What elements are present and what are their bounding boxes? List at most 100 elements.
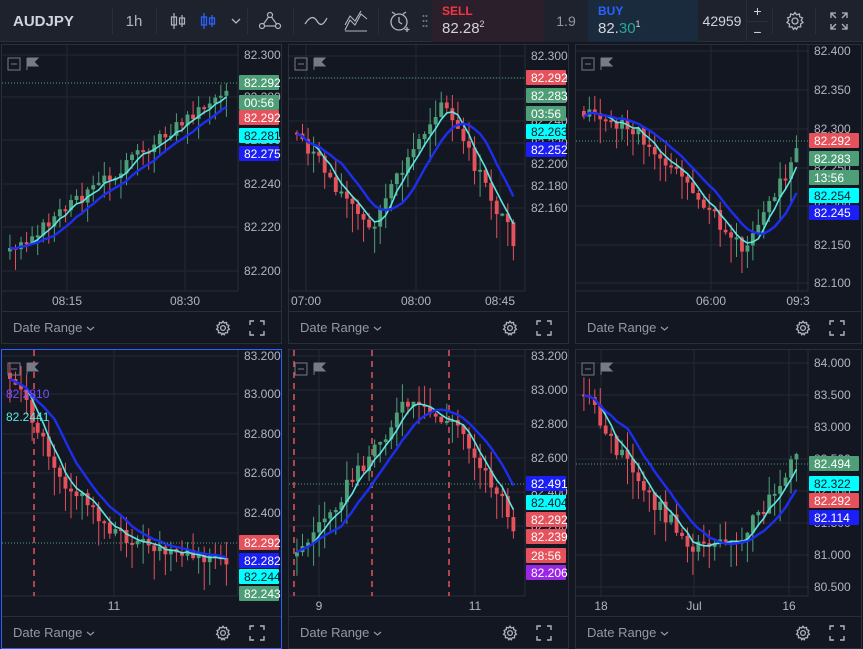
fast-moving-average-line [9, 378, 227, 560]
candle [141, 524, 146, 564]
grip-icon[interactable] [418, 0, 432, 42]
price-badge-background [239, 128, 279, 143]
candle-body [778, 178, 783, 198]
candle-body [30, 399, 35, 423]
date-range-dropdown[interactable]: Date Range [587, 320, 669, 335]
buy-button[interactable]: BUY 82.301 [588, 0, 698, 42]
date-range-dropdown[interactable]: Date Range [13, 320, 95, 335]
candle-body [63, 476, 68, 489]
indicators-icon[interactable] [252, 0, 288, 42]
fullscreen-icon[interactable] [249, 625, 267, 641]
collapse-legend-icon[interactable] [294, 362, 308, 376]
quantity-increase-button[interactable]: + [753, 2, 762, 19]
chart-pane-4[interactable]: 83.200 83.000 82.800 82.600 82.400 11 82.2810 8… [1, 349, 282, 649]
price-badge-label: 82.494 [814, 457, 851, 471]
candle [102, 161, 107, 198]
flag-icon[interactable] [313, 57, 327, 70]
date-range-dropdown[interactable]: Date Range [13, 625, 95, 640]
candle-body [74, 195, 79, 201]
settings-icon[interactable] [795, 625, 813, 641]
line-tool-icon[interactable] [298, 0, 334, 42]
chart-pane-6[interactable]: 84.00083.50083.00082.50082.00081.50081.0… [575, 349, 862, 649]
candle-body [500, 493, 505, 497]
price-badge-background [809, 456, 859, 471]
candle [157, 130, 162, 155]
flag-icon[interactable] [600, 57, 614, 70]
time-axis-tick: 9 [316, 599, 323, 613]
quantity-input[interactable]: 42959 [702, 13, 742, 29]
indicator-value-label: 82.2441 [6, 410, 50, 424]
price-badge: 82.292 [239, 75, 281, 90]
chart-pane-1[interactable]: 82.30082.28082.26082.24082.22082.20008:1… [1, 44, 282, 344]
fullscreen-icon[interactable] [829, 625, 847, 641]
chart-canvas[interactable]: 83.200 83.000 82.800 82.600 82.400 11 82.2810 8… [2, 350, 281, 616]
candle-body [344, 479, 349, 503]
settings-icon[interactable] [795, 320, 813, 336]
fib-tool-icon[interactable] [338, 0, 374, 42]
candle [378, 441, 383, 463]
flag-icon[interactable] [26, 362, 40, 375]
chart-pane-3[interactable]: 82.40082.35082.30082.25082.20082.15082.1… [575, 44, 862, 344]
fullscreen-icon[interactable] [536, 320, 554, 336]
candle-body [213, 97, 218, 104]
fullscreen-icon[interactable] [249, 320, 267, 336]
settings-icon[interactable] [215, 320, 233, 336]
chart-canvas[interactable]: 84.00083.50083.00082.50082.00081.50081.0… [576, 350, 861, 616]
chart-canvas[interactable]: 82.30082.28082.26082.24082.22082.20008:1… [2, 45, 281, 311]
candle-body [367, 456, 372, 472]
candle [450, 95, 455, 142]
collapse-legend-icon[interactable] [294, 57, 308, 71]
price-axis-tick: 82.400 [814, 45, 851, 58]
date-range-dropdown[interactable]: Date Range [587, 625, 669, 640]
price-badge-label: 82.322 [814, 477, 851, 491]
toolbar-divider [247, 8, 248, 34]
candle [8, 362, 12, 403]
settings-icon[interactable] [502, 625, 520, 641]
interval-button[interactable]: 1h [125, 12, 143, 30]
price-badge-background [526, 495, 566, 510]
collapse-legend-icon[interactable] [581, 362, 595, 376]
chart-canvas[interactable]: 82.30082.28082.26082.24082.22082.20082.1… [289, 45, 568, 311]
collapse-legend-icon[interactable] [7, 57, 21, 71]
chevron-down-icon[interactable] [226, 0, 246, 42]
quantity-decrease-button[interactable]: − [747, 21, 768, 42]
price-badge-background [239, 110, 279, 125]
chart-pane-2[interactable]: 82.30082.28082.26082.24082.22082.20082.1… [288, 44, 569, 344]
flag-icon[interactable] [26, 57, 40, 70]
candle-body [163, 546, 168, 555]
price-axis-tick: 82.300 [814, 122, 851, 136]
candle [356, 452, 360, 487]
flag-icon[interactable] [600, 362, 614, 375]
candle-body [152, 144, 157, 153]
sell-button[interactable]: SELL 82.282 [432, 0, 544, 42]
candle-body [723, 229, 728, 233]
collapse-legend-icon[interactable] [7, 362, 21, 376]
candle-style-icon[interactable] [194, 0, 222, 42]
collapse-legend-icon[interactable] [581, 57, 595, 71]
candle-body [794, 454, 799, 460]
settings-icon[interactable] [778, 0, 812, 42]
date-range-dropdown[interactable]: Date Range [300, 625, 382, 640]
chart-pane-5[interactable]: 83.20083.00082.80082.60082.40082.2009118… [288, 349, 569, 649]
candle-body [322, 155, 327, 173]
price-badge-label: 82.404 [531, 496, 568, 510]
chart-canvas[interactable]: 83.20083.00082.80082.60082.40082.2009118… [289, 350, 568, 616]
date-range-dropdown[interactable]: Date Range [300, 320, 382, 335]
bar-style-icon[interactable] [164, 0, 192, 42]
candle-body [317, 522, 322, 533]
candle [185, 111, 190, 144]
fullscreen-icon[interactable] [820, 0, 858, 42]
symbol-search-button[interactable]: AUDJPY [13, 12, 74, 30]
candle-body [478, 169, 483, 172]
flag-icon[interactable] [313, 362, 327, 375]
fullscreen-icon[interactable] [536, 625, 554, 641]
settings-icon[interactable] [502, 320, 520, 336]
chart-canvas[interactable]: 82.40082.35082.30082.25082.20082.15082.1… [576, 45, 861, 311]
alert-clock-icon[interactable] [384, 0, 416, 42]
fullscreen-icon[interactable] [829, 320, 847, 336]
candle-body [107, 175, 112, 181]
candle-body [124, 529, 129, 543]
price-badge-label: 82.491 [531, 477, 568, 491]
settings-icon[interactable] [215, 625, 233, 641]
candle [30, 398, 35, 441]
